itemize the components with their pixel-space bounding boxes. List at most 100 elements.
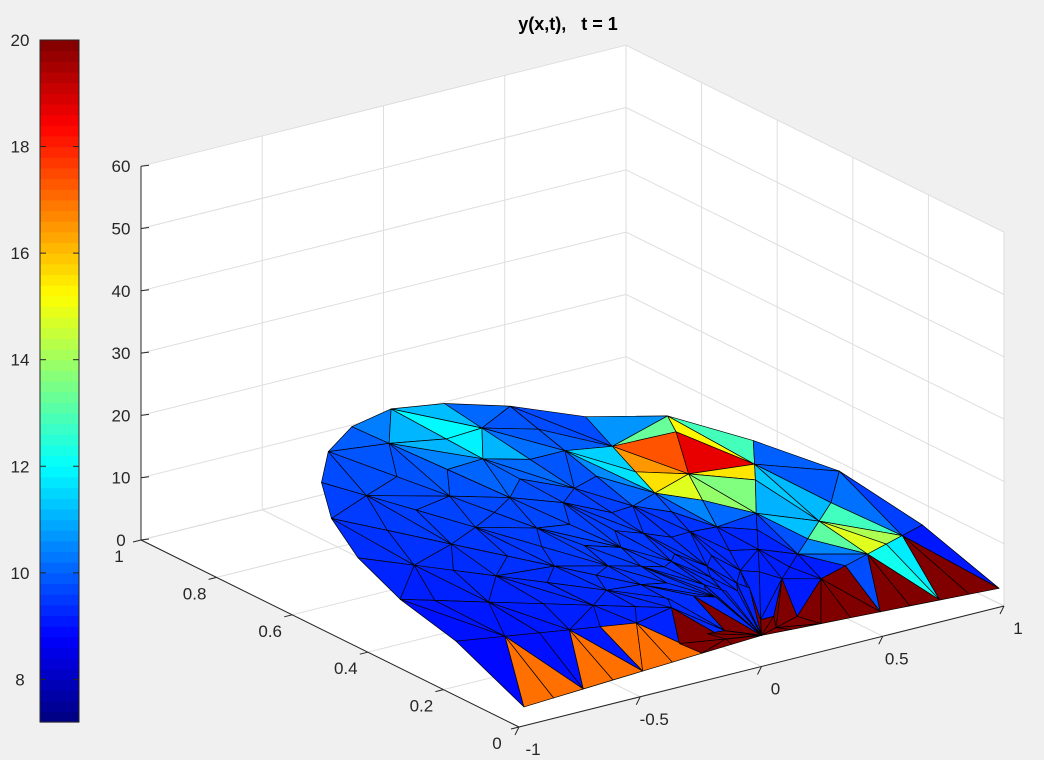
colorbar-segment — [40, 626, 79, 638]
surface-face — [725, 635, 762, 640]
colorbar-segment — [40, 61, 79, 73]
z-tick-mark — [140, 476, 150, 479]
colorbar-segment — [40, 466, 79, 478]
surface-face — [504, 635, 584, 699]
colorbar-segment — [40, 658, 79, 670]
z-tick-label: 0 — [116, 531, 125, 550]
colorbar-segment — [40, 103, 79, 116]
colorbar-segment — [40, 700, 79, 712]
z-tick-mark — [140, 164, 150, 167]
colorbar-segment — [40, 338, 79, 350]
z-tick-mark — [140, 538, 150, 541]
colorbar-segment — [40, 594, 79, 606]
z-tick-label: 20 — [112, 406, 131, 425]
colorbar-segment — [40, 167, 79, 180]
colorbar-segment — [40, 317, 79, 329]
z-tick-label: 30 — [112, 344, 131, 363]
x-tick-mark — [514, 726, 520, 736]
colorbar-segment — [40, 519, 79, 531]
colorbar-segment — [40, 487, 79, 499]
grid-line — [625, 107, 1005, 295]
colorbar-segment — [40, 636, 79, 649]
grid-line — [625, 231, 1005, 420]
colorbar-segment — [40, 189, 79, 201]
colorbar-segment — [40, 199, 79, 212]
x-tick-label: -0.5 — [640, 710, 669, 729]
colorbar-segment — [40, 455, 79, 467]
colorbar-segment — [40, 327, 79, 339]
y-axis-line — [140, 539, 520, 728]
colorbar-tick-label: 10 — [11, 564, 30, 583]
colorbar-segment — [40, 444, 79, 457]
surface-plot — [321, 403, 1000, 708]
colorbar-segment — [40, 381, 79, 393]
colorbar-segment — [40, 40, 79, 52]
colorbar-segment — [40, 146, 79, 158]
x-tick-mark — [635, 696, 641, 705]
colorbar-segment — [40, 551, 79, 563]
colorbar-tick-label: 16 — [11, 244, 30, 263]
surface-face — [760, 619, 762, 636]
z-tick-label: 60 — [112, 157, 131, 176]
colorbar-segment — [40, 434, 79, 446]
colorbar-segment — [40, 562, 79, 574]
colorbar-segment — [40, 402, 79, 414]
colorbar-tick-label: 12 — [11, 457, 30, 476]
colorbar-segment — [40, 242, 79, 254]
colorbar-segment — [40, 530, 79, 542]
colorbar[interactable]: 8 10 12 14 16 18 20 — [11, 31, 80, 723]
colorbar-segment — [40, 135, 79, 148]
y-tick-label: 0.2 — [410, 697, 434, 716]
x-tick-mark — [757, 666, 762, 675]
surface-face — [775, 623, 822, 630]
colorbar-segment — [40, 508, 79, 521]
x-tick-label: -1 — [525, 740, 540, 759]
surface-face — [715, 596, 762, 636]
y-tick-mark — [359, 651, 368, 655]
surface-face — [724, 630, 762, 636]
colorbar-segment — [40, 498, 79, 510]
colorbar-tick-label: 8 — [15, 670, 24, 689]
x-tick-label: 0.5 — [885, 649, 909, 668]
colorbar-segment — [40, 711, 79, 723]
colorbar-segment — [40, 285, 79, 297]
chart-title: y(x,t), t = 1 — [518, 14, 618, 34]
colorbar-segment — [40, 583, 79, 595]
z-tick-mark — [140, 289, 150, 292]
y-tick-label: 0.8 — [183, 584, 207, 603]
colorbar-segment — [40, 71, 79, 84]
y-tick-label: 0.6 — [258, 622, 282, 641]
colorbar-segment — [40, 615, 79, 627]
colorbar-segment — [40, 540, 79, 553]
colorbar-segment — [40, 50, 79, 62]
colorbar-tick-label: 18 — [11, 138, 30, 157]
colorbar-segment — [40, 476, 79, 489]
grid-line — [625, 44, 1005, 233]
x-tick-mark — [878, 636, 884, 645]
y-tick-label: 0 — [492, 734, 501, 753]
colorbar-segment — [40, 306, 79, 318]
colorbar-segment — [40, 370, 79, 382]
colorbar-segment — [40, 114, 79, 126]
colorbar-frame — [39, 39, 80, 723]
y-tick-mark — [510, 726, 520, 730]
colorbar-segment — [40, 572, 79, 585]
colorbar-segment — [40, 221, 79, 233]
surface-face — [867, 553, 941, 607]
z-tick-mark — [140, 351, 150, 354]
x-tick-label: 0 — [771, 680, 780, 699]
x-tick-mark — [999, 605, 1005, 615]
colorbar-segment — [40, 423, 79, 435]
surface-face — [569, 629, 644, 681]
surface-face — [820, 578, 881, 619]
colorbar-segment — [40, 349, 79, 361]
colorbar-segment — [40, 231, 79, 244]
colorbar-segment — [40, 679, 79, 691]
y-tick-mark — [435, 689, 444, 693]
grid-line — [625, 356, 1005, 545]
colorbar-segment — [40, 178, 79, 190]
colorbar-segment — [40, 647, 79, 659]
colorbar-tick-label: 14 — [11, 351, 30, 370]
grid-line — [625, 169, 1005, 358]
